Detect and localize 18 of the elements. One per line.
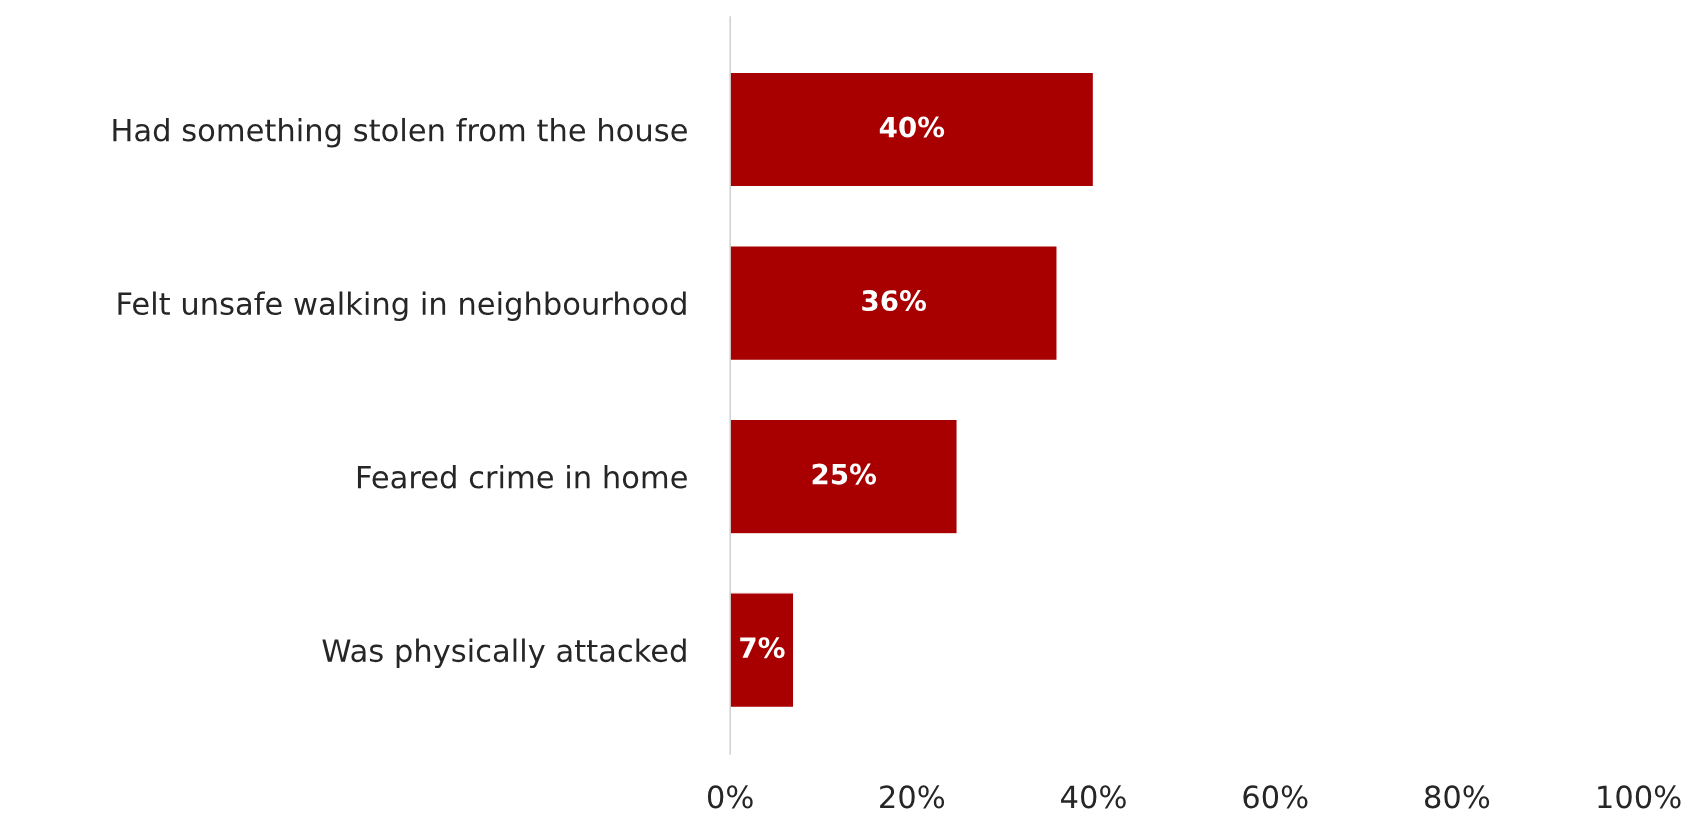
bar [730,71,1095,188]
data-label: 25% [812,463,877,485]
x-tick-label: 40% [1061,785,1126,809]
bar [730,592,795,709]
bar [730,418,958,535]
data-label: 36% [862,290,927,312]
data-label: 7% [740,637,785,659]
x-tick-label: 60% [1243,785,1308,809]
x-tick-label: 0% [707,785,753,809]
y-tick-label: Felt unsafe walking in neighbourhood [118,291,686,322]
y-tick-label: Had something stolen from the house [113,117,687,148]
bar [730,245,1058,362]
x-tick-label: 80% [1425,785,1490,809]
y-tick-label: Was physically attacked [322,638,686,669]
x-tick-label: 20% [880,785,945,809]
data-label: 40% [879,116,945,138]
y-tick-label: Feared crime in home [357,464,687,489]
x-tick-label: 100% [1598,785,1681,809]
